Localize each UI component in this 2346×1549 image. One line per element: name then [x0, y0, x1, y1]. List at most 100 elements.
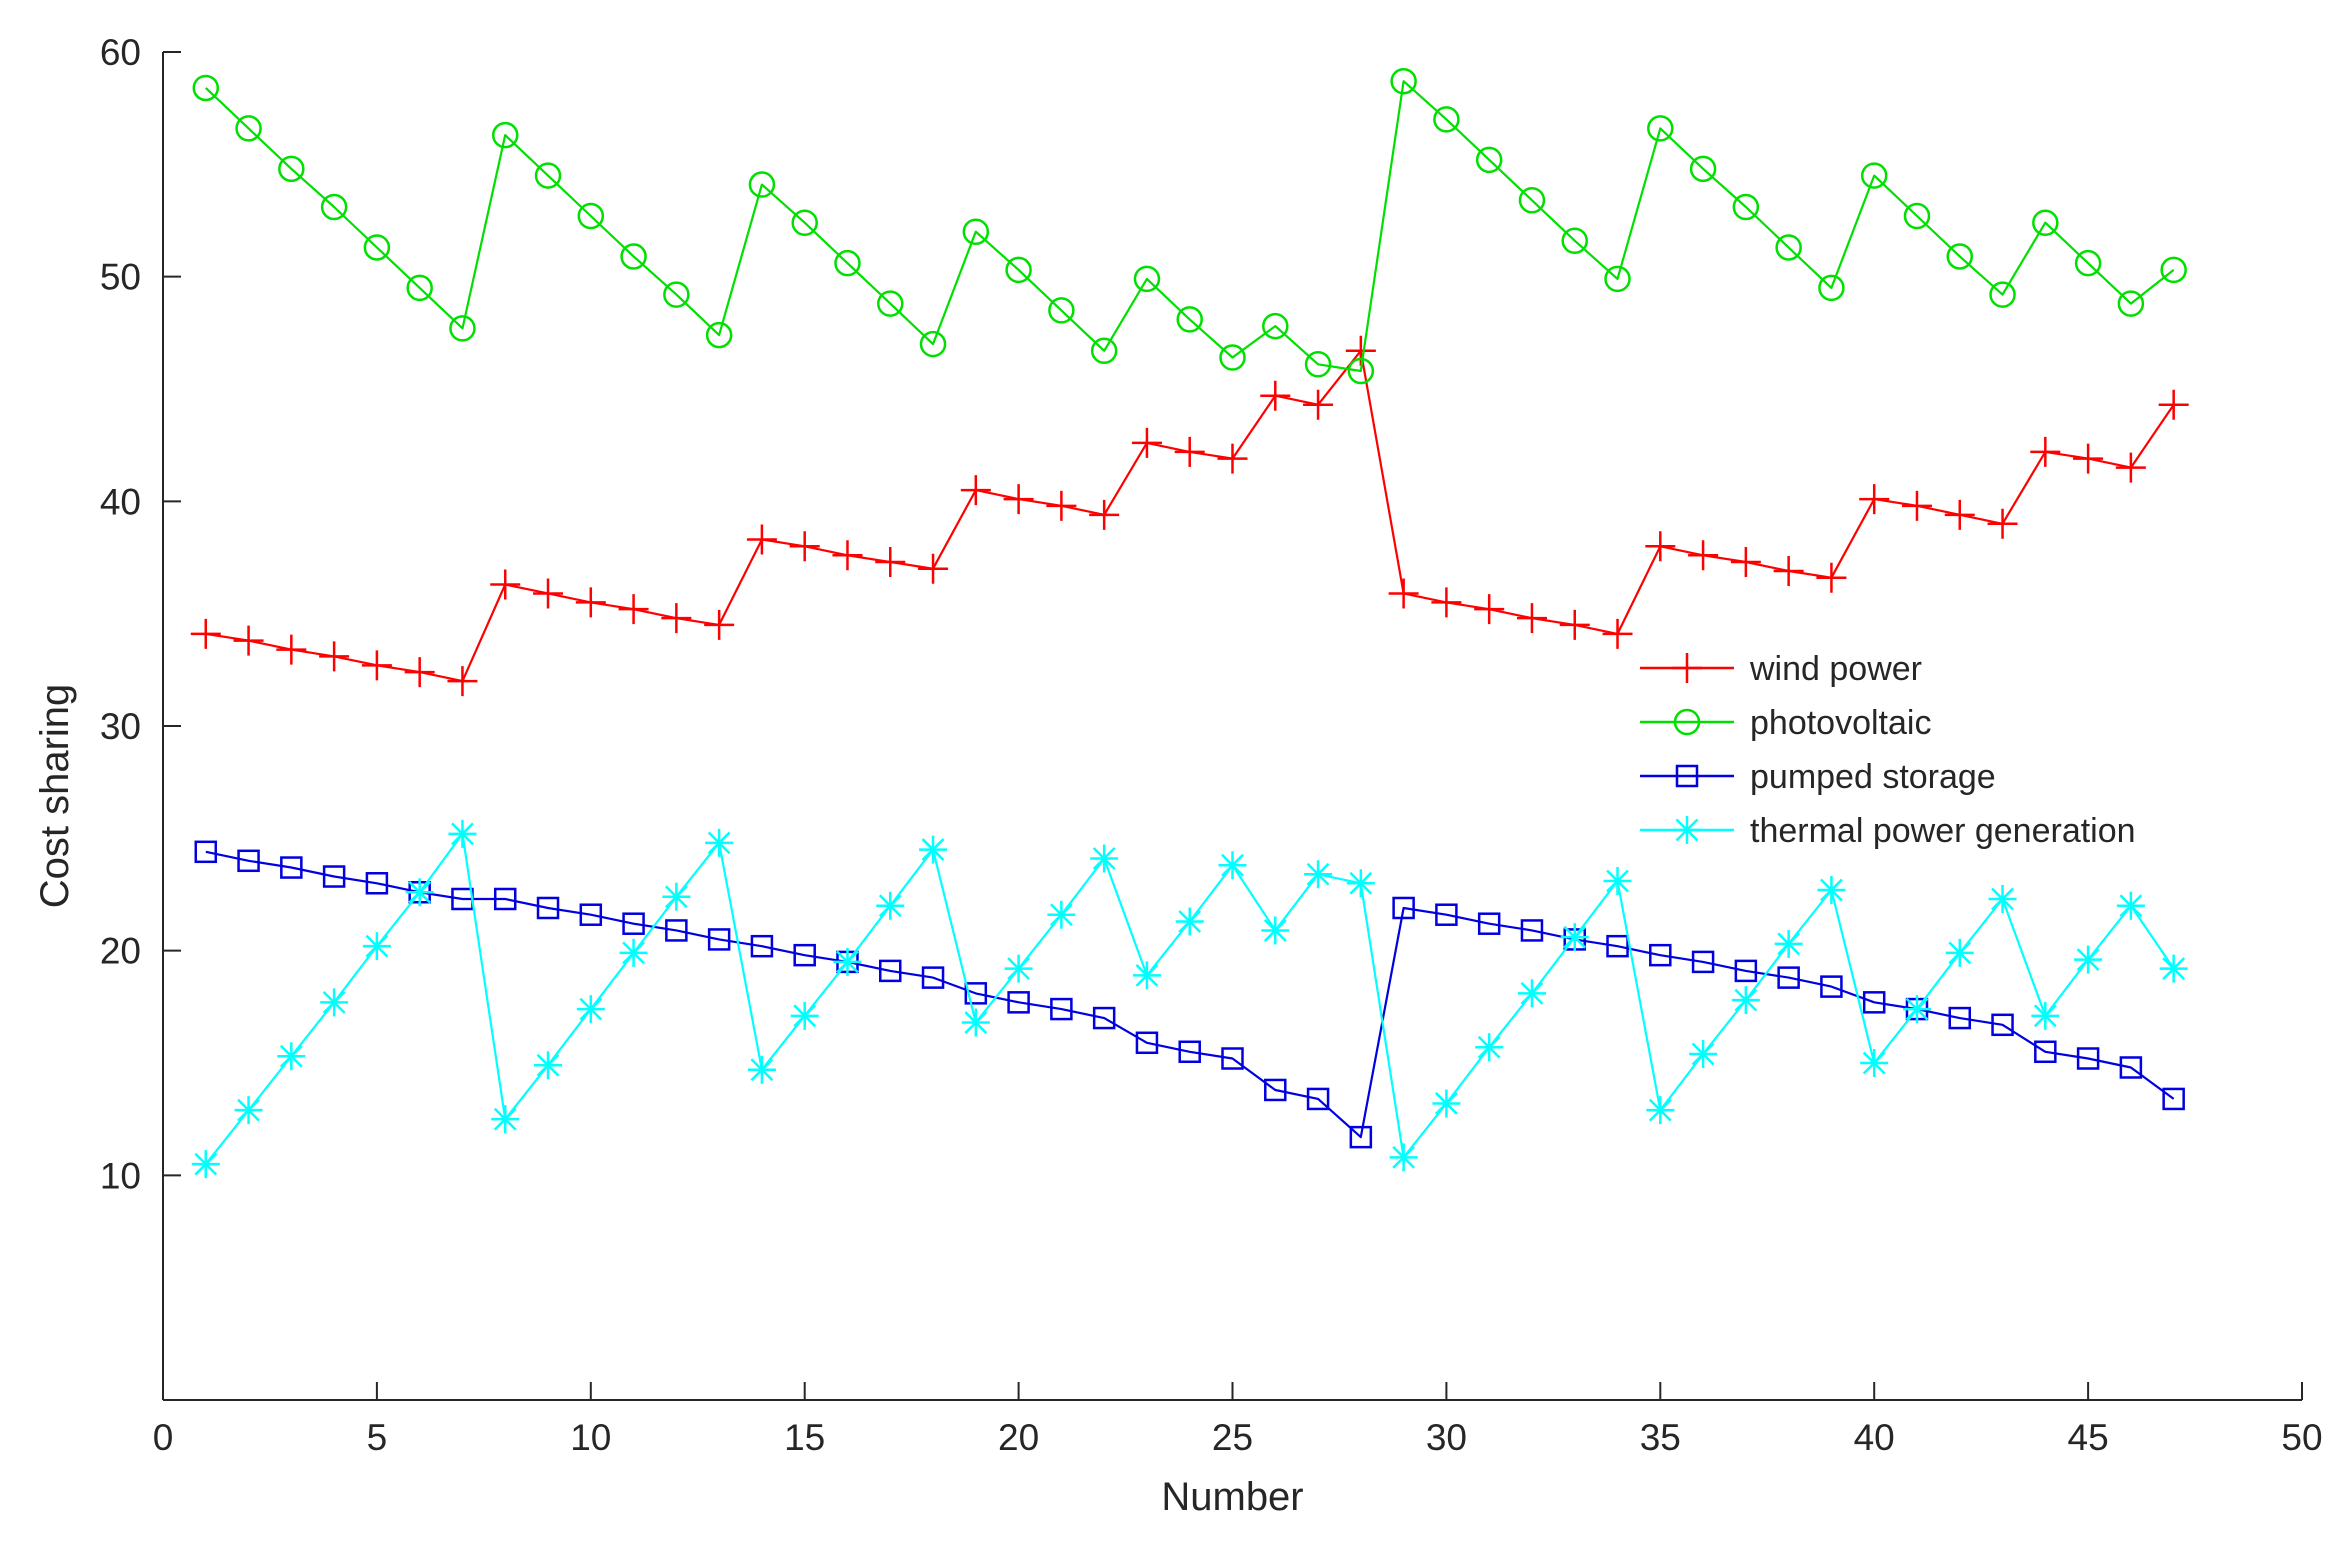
data-point [320, 193, 348, 221]
data-point [1133, 265, 1161, 293]
data-point [2030, 436, 2061, 467]
data-point [1649, 943, 1672, 967]
data-point [704, 609, 735, 640]
data-point [1264, 1078, 1287, 1102]
legend-marker [1675, 764, 1699, 788]
data-point [2116, 891, 2145, 920]
data-point [1818, 274, 1845, 302]
data-point [622, 912, 645, 935]
x-tick-label: 0 [153, 1417, 174, 1458]
data-point [406, 274, 433, 302]
data-point [1474, 594, 1505, 625]
data-point [1174, 436, 1205, 467]
data-point [921, 966, 945, 989]
data-point [534, 1051, 563, 1080]
data-point [192, 74, 220, 102]
data-point [1561, 227, 1588, 254]
series-pumped-storage [194, 840, 2185, 1149]
x-tick-label: 30 [1426, 1417, 1467, 1458]
x-tick-label: 25 [1212, 1417, 1253, 1458]
legend-label: photovoltaic [1750, 704, 1931, 742]
data-point [1347, 357, 1375, 385]
data-point [493, 887, 517, 911]
data-point [790, 1001, 819, 1030]
data-point [1005, 256, 1032, 284]
data-point [1432, 1089, 1461, 1118]
legend-marker [1673, 708, 1701, 736]
data-point [1135, 1031, 1159, 1055]
data-point [1691, 950, 1715, 974]
data-point [320, 988, 349, 1017]
data-point [2076, 1047, 2100, 1070]
data-point [1262, 312, 1289, 340]
data-point [1047, 900, 1076, 929]
data-point [1946, 243, 1974, 270]
data-point [491, 121, 519, 149]
data-point [918, 553, 949, 584]
data-point [1777, 966, 1800, 989]
data-point [2073, 443, 2104, 474]
data-point [834, 249, 861, 277]
data-point [1089, 499, 1120, 530]
legend-label: thermal power generation [1750, 812, 2136, 850]
data-point [190, 618, 221, 649]
axes: 0 5 10 15 20 25 30 35 40 45 50 10 20 30 40 50 60 [100, 32, 2323, 1458]
data-point [234, 1096, 263, 1125]
data-point [1221, 1047, 1244, 1070]
data-point [750, 934, 774, 958]
data-point [1004, 954, 1033, 983]
data-point [1989, 281, 2016, 308]
data-point [919, 835, 948, 864]
data-point [237, 849, 260, 873]
data-point [2031, 1001, 2060, 1030]
data-point [1520, 919, 1544, 942]
data-point [1431, 587, 1462, 618]
data-point [1647, 115, 1674, 142]
data-point [491, 1105, 520, 1134]
data-point [1732, 193, 1760, 221]
series-line [205, 80, 2175, 373]
data-point [1048, 297, 1075, 324]
data-point [1602, 618, 1633, 649]
data-point [1218, 851, 1247, 880]
data-point [748, 171, 776, 198]
x-tick-label: 35 [1640, 1417, 1681, 1458]
data-point [490, 569, 521, 600]
data-point [879, 959, 902, 983]
data-point [1817, 876, 1846, 905]
data-point [2160, 256, 2187, 284]
data-point [1346, 869, 1375, 898]
data-point [875, 546, 906, 577]
data-point [322, 865, 346, 888]
data-point [233, 625, 264, 656]
y-tick-label: 10 [100, 1155, 141, 1196]
data-point [579, 903, 603, 926]
data-point [577, 202, 605, 230]
data-point [1260, 380, 1291, 411]
data-point [576, 995, 605, 1024]
data-point [832, 540, 863, 571]
legend-marker [1673, 816, 1701, 844]
data-point [1349, 1125, 1373, 1149]
data-point [2074, 945, 2103, 974]
data-point [1775, 234, 1802, 261]
data-point [278, 155, 305, 183]
x-tick-label: 45 [2068, 1417, 2109, 1458]
data-point [620, 243, 647, 270]
legend-label: wind power [1749, 650, 1922, 688]
data-point [1219, 344, 1246, 371]
data-point [1945, 938, 1974, 967]
data-point [235, 115, 262, 142]
data-point [1645, 531, 1676, 562]
data-point [618, 594, 649, 625]
data-point [1987, 508, 2018, 539]
data-point [1516, 603, 1547, 634]
data-point [276, 634, 307, 665]
data-point [1345, 335, 1376, 366]
data-point [1816, 562, 1847, 593]
data-point [1820, 975, 1843, 998]
data-point [194, 840, 218, 864]
x-tick-label: 5 [367, 1417, 388, 1458]
data-point [319, 641, 350, 672]
legend-item: photovoltaic [1640, 704, 1931, 742]
